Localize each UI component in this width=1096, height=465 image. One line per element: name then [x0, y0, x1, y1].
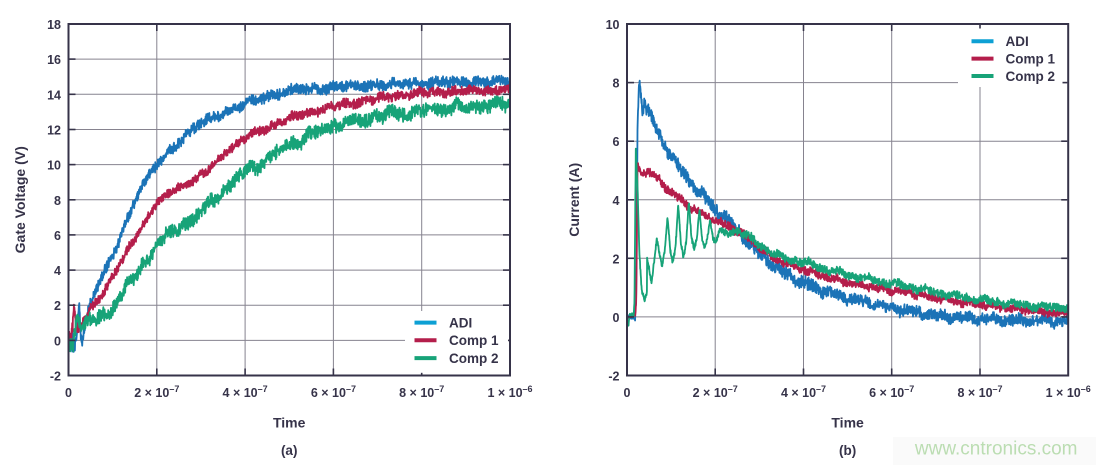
svg-text:(b): (b) [839, 443, 856, 458]
svg-text:12: 12 [47, 124, 61, 138]
svg-text:4: 4 [54, 264, 61, 278]
svg-text:2 × 10–7: 2 × 10–7 [693, 384, 738, 400]
svg-text:Current (A): Current (A) [566, 163, 582, 237]
svg-text:0: 0 [613, 311, 620, 325]
svg-text:14: 14 [47, 88, 61, 102]
svg-text:8 × 10–7: 8 × 10–7 [957, 384, 1002, 400]
svg-text:10: 10 [47, 159, 61, 173]
svg-text:1 × 10–6: 1 × 10–6 [1046, 384, 1091, 400]
svg-text:6: 6 [613, 135, 620, 149]
svg-text:8: 8 [613, 77, 620, 91]
svg-text:Gate Voltage (V): Gate Voltage (V) [12, 146, 28, 253]
svg-text:6 × 10–7: 6 × 10–7 [311, 384, 356, 400]
svg-text:8: 8 [54, 194, 61, 208]
svg-text:0: 0 [65, 386, 72, 400]
svg-text:-2: -2 [50, 370, 61, 384]
svg-text:4 × 10–7: 4 × 10–7 [781, 384, 826, 400]
svg-text:6 × 10–7: 6 × 10–7 [869, 384, 914, 400]
svg-text:2: 2 [613, 252, 620, 266]
svg-text:ADI: ADI [449, 315, 472, 330]
svg-text:Comp 2: Comp 2 [449, 351, 499, 366]
svg-text:4 × 10–7: 4 × 10–7 [223, 384, 268, 400]
svg-text:ADI: ADI [1006, 34, 1029, 49]
svg-text:6: 6 [54, 229, 61, 243]
svg-text:1 × 10–6: 1 × 10–6 [487, 384, 532, 400]
svg-text:www.cntronics.com: www.cntronics.com [914, 439, 1078, 460]
svg-text:0: 0 [624, 386, 631, 400]
svg-text:4: 4 [613, 194, 620, 208]
svg-text:0: 0 [54, 334, 61, 348]
svg-text:10: 10 [606, 18, 620, 32]
svg-text:Time: Time [831, 415, 864, 431]
svg-text:2 × 10–7: 2 × 10–7 [134, 384, 179, 400]
svg-text:8 × 10–7: 8 × 10–7 [399, 384, 444, 400]
svg-text:18: 18 [47, 18, 61, 32]
svg-text:16: 16 [47, 53, 61, 67]
svg-text:Comp 1: Comp 1 [449, 333, 499, 348]
svg-text:Comp 1: Comp 1 [1006, 51, 1056, 66]
svg-text:(a): (a) [281, 443, 298, 458]
svg-text:-2: -2 [608, 370, 619, 384]
svg-text:Comp 2: Comp 2 [1006, 69, 1056, 84]
svg-text:2: 2 [54, 299, 61, 313]
svg-text:Time: Time [273, 415, 306, 431]
